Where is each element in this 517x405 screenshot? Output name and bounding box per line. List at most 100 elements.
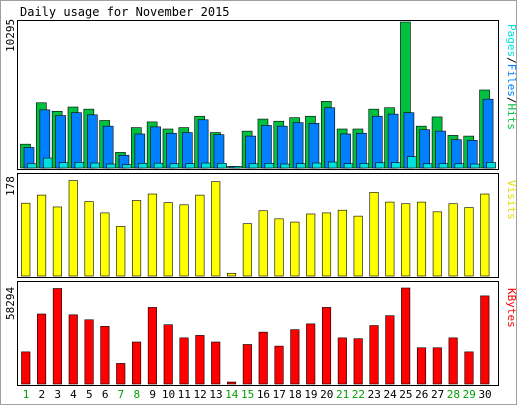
legend-pages: Pages xyxy=(505,24,517,57)
bar-kbytes xyxy=(84,319,94,385)
day-label: 7 xyxy=(118,388,125,401)
bar-kbytes xyxy=(211,341,221,385)
bar-pages xyxy=(327,161,338,169)
bar-pages xyxy=(217,163,227,169)
bar-files xyxy=(292,122,304,169)
bar-pages xyxy=(27,163,37,169)
bar-kbytes xyxy=(100,326,110,385)
bar-kbytes xyxy=(226,381,237,385)
day-label: 10 xyxy=(162,388,175,401)
day-label: 6 xyxy=(102,388,109,401)
bar-files xyxy=(150,126,161,169)
bar-files xyxy=(324,107,336,169)
bar-kbytes xyxy=(306,323,316,385)
bar-files xyxy=(371,115,383,169)
bar-kbytes xyxy=(52,288,62,385)
bar-visits xyxy=(116,226,126,277)
panel-border-visits xyxy=(17,173,499,278)
bar-kbytes xyxy=(258,331,268,385)
bar-visits xyxy=(21,202,31,277)
bar-kbytes xyxy=(432,347,442,385)
bar-visits xyxy=(226,273,237,277)
bar-visits xyxy=(132,200,142,277)
bar-visits xyxy=(401,203,411,277)
bar-visits xyxy=(179,204,189,277)
bar-visits xyxy=(480,193,490,277)
bar-kbytes xyxy=(132,341,142,385)
bar-pages xyxy=(58,162,69,169)
bar-pages xyxy=(438,163,449,169)
bar-kbytes xyxy=(401,287,411,385)
bar-visits xyxy=(37,194,47,277)
bar-kbytes xyxy=(68,314,78,385)
ymax-label-hits: 10295 xyxy=(4,19,17,52)
bar-pages xyxy=(264,163,275,169)
bar-files xyxy=(435,130,446,169)
bar-kbytes xyxy=(290,329,300,385)
bar-files xyxy=(245,135,256,169)
bar-files xyxy=(308,123,320,169)
bar-visits xyxy=(432,211,442,277)
bar-visits xyxy=(353,215,363,277)
legend-sep-1: / xyxy=(505,57,517,64)
day-label: 1 xyxy=(23,388,30,401)
bar-visits xyxy=(464,207,474,277)
bar-kbytes xyxy=(321,307,332,385)
day-label: 27 xyxy=(431,388,444,401)
panel-hits-files-pages: 10295 Pages/Files/Hits xyxy=(4,19,517,170)
legend-files: Files xyxy=(505,64,517,97)
bar-pages xyxy=(90,162,101,169)
bar-kbytes xyxy=(21,351,31,385)
bar-visits xyxy=(448,203,458,277)
legend-kbytes: KBytes xyxy=(505,288,517,328)
day-labels: 1 2 3 4 5 6 7 8 9 10 11 12 13 14 15 16 17 18 19 20 21 22 23 24 2… xyxy=(23,388,492,401)
bar-pages xyxy=(375,162,386,169)
legend-hits: Hits xyxy=(505,104,517,131)
day-label: 3 xyxy=(54,388,61,401)
bar-pages xyxy=(185,163,196,169)
bar-files xyxy=(276,125,288,169)
day-label: 14 xyxy=(225,388,239,401)
day-label: 28 xyxy=(447,388,460,401)
panel-visits: 178 Visits xyxy=(4,173,517,278)
day-label: 18 xyxy=(288,388,301,401)
bar-kbytes xyxy=(242,344,252,385)
bar-visits xyxy=(321,212,332,277)
day-label: 8 xyxy=(133,388,140,401)
bar-pages xyxy=(359,163,370,169)
day-label: 2 xyxy=(39,388,46,401)
day-label: 23 xyxy=(368,388,381,401)
bar-pages xyxy=(422,163,433,169)
ymax-label-kbytes: 58294 xyxy=(4,287,17,320)
bar-visits xyxy=(242,223,252,277)
bar-pages xyxy=(248,163,259,169)
legend-sep-2: / xyxy=(505,97,517,104)
bar-files xyxy=(134,133,146,169)
chart-title: Daily usage for November 2015 xyxy=(20,5,230,19)
day-label: 19 xyxy=(304,388,317,401)
bar-visits xyxy=(274,218,284,277)
bar-files xyxy=(197,119,209,169)
bar-visits xyxy=(68,180,78,277)
bar-kbytes xyxy=(385,315,395,385)
bar-files xyxy=(55,115,66,169)
bar-kbytes xyxy=(337,337,347,385)
bar-pages xyxy=(43,157,53,169)
bar-kbytes xyxy=(195,335,205,385)
bars-hits-files-pages xyxy=(20,21,496,169)
legend-hits-files-pages: Pages/Files/Hits xyxy=(505,24,517,130)
day-label: 12 xyxy=(194,388,207,401)
day-label: 13 xyxy=(209,388,222,401)
bar-pages xyxy=(138,163,148,169)
day-label: 5 xyxy=(86,388,93,401)
bar-visits xyxy=(258,210,268,277)
bar-pages xyxy=(407,156,417,169)
bar-files xyxy=(340,133,351,169)
bar-kbytes xyxy=(464,351,474,385)
panel-kbytes: 58294 KBytes xyxy=(4,281,517,386)
bar-kbytes xyxy=(163,324,173,385)
bars-visits xyxy=(21,180,490,277)
bar-kbytes xyxy=(353,338,363,385)
day-label: 25 xyxy=(399,388,412,401)
